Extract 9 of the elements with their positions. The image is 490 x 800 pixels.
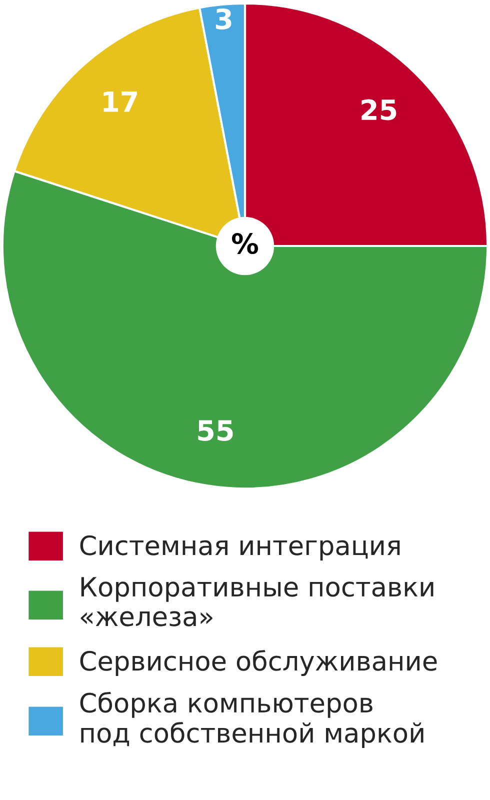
legend-label: Сервисное обслуживание xyxy=(80,650,437,676)
legend-label: Сборка компьютеров под собственной маркой xyxy=(80,692,424,748)
data-label: 17 xyxy=(104,91,137,112)
legend-label: Корпоративные поставки «железа» xyxy=(80,577,434,626)
text: % xyxy=(232,233,258,254)
data-label: 3 xyxy=(216,8,232,30)
data-label: 25 xyxy=(362,99,396,120)
legend-label: Системная интеграция xyxy=(80,535,400,560)
data-label: 55 xyxy=(198,420,233,441)
